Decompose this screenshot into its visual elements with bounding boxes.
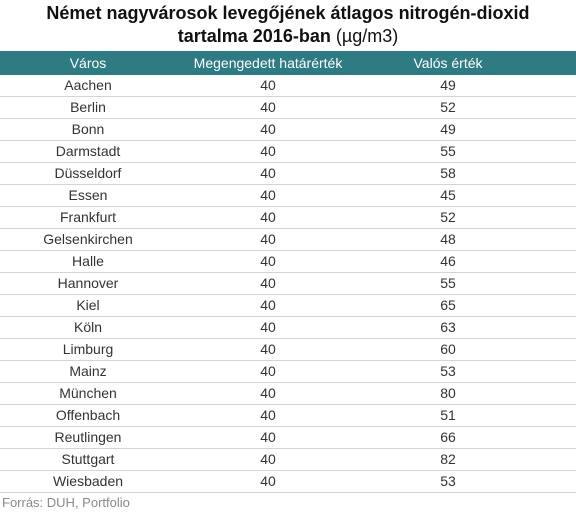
cell-actual: 51 bbox=[440, 407, 456, 423]
cell-limit: 40 bbox=[260, 121, 276, 137]
cell-city: Frankfurt bbox=[59, 209, 116, 225]
table-row: Berlin 40 52 bbox=[0, 97, 576, 119]
header-city: Város bbox=[69, 55, 107, 71]
title-unit: (µg/m3) bbox=[335, 26, 399, 46]
cell-city: Hannover bbox=[57, 275, 119, 291]
table-row: Kiel 40 65 bbox=[0, 295, 576, 317]
cell-actual: 52 bbox=[440, 209, 456, 225]
cell-actual: 53 bbox=[440, 363, 456, 379]
chart-title: Német nagyvárosok levegőjének átlagos ni… bbox=[0, 2, 576, 48]
cell-actual: 49 bbox=[440, 121, 456, 137]
cell-actual: 53 bbox=[440, 473, 456, 489]
cell-limit: 40 bbox=[260, 77, 276, 93]
table-row: Darmstadt 40 55 bbox=[0, 141, 576, 163]
cell-city: Stuttgart bbox=[61, 451, 115, 467]
table-row: Offenbach 40 51 bbox=[0, 405, 576, 427]
table-row: Gelsenkirchen 40 48 bbox=[0, 229, 576, 251]
cell-city: Reutlingen bbox=[54, 429, 122, 445]
cell-city: Kiel bbox=[76, 297, 100, 313]
title-line-1: Német nagyvárosok levegőjének átlagos ni… bbox=[46, 3, 530, 23]
table-row: München 40 80 bbox=[0, 383, 576, 405]
cell-limit: 40 bbox=[260, 143, 276, 159]
cell-limit: 40 bbox=[260, 429, 276, 445]
cell-city: Düsseldorf bbox=[54, 165, 122, 181]
cell-limit: 40 bbox=[260, 253, 276, 269]
cell-city: München bbox=[59, 385, 117, 401]
cell-actual: 48 bbox=[440, 231, 456, 247]
table-row: Halle 40 46 bbox=[0, 251, 576, 273]
cell-city: Limburg bbox=[62, 341, 114, 357]
cell-limit: 40 bbox=[260, 231, 276, 247]
cell-city: Mainz bbox=[69, 363, 107, 379]
table-row: Reutlingen 40 66 bbox=[0, 427, 576, 449]
cell-city: Darmstadt bbox=[55, 143, 121, 159]
cell-actual: 80 bbox=[440, 385, 456, 401]
cell-city: Offenbach bbox=[55, 407, 121, 423]
table-row: Bonn 40 49 bbox=[0, 119, 576, 141]
cell-limit: 40 bbox=[260, 341, 276, 357]
cell-limit: 40 bbox=[260, 451, 276, 467]
cell-city: Halle bbox=[72, 253, 104, 269]
source-note: Forrás: DUH, Portfolio bbox=[2, 495, 130, 510]
data-table: Város Megengedett határérték Valós érték… bbox=[0, 51, 576, 493]
cell-actual: 52 bbox=[440, 99, 456, 115]
table-row: Düsseldorf 40 58 bbox=[0, 163, 576, 185]
cell-actual: 58 bbox=[440, 165, 456, 181]
cell-city: Gelsenkirchen bbox=[43, 231, 133, 247]
table-row: Köln 40 63 bbox=[0, 317, 576, 339]
table-row: Limburg 40 60 bbox=[0, 339, 576, 361]
cell-city: Wiesbaden bbox=[52, 473, 124, 489]
cell-limit: 40 bbox=[260, 319, 276, 335]
cell-limit: 40 bbox=[260, 187, 276, 203]
cell-limit: 40 bbox=[260, 363, 276, 379]
table-row: Stuttgart 40 82 bbox=[0, 449, 576, 471]
cell-limit: 40 bbox=[260, 385, 276, 401]
cell-actual: 63 bbox=[440, 319, 456, 335]
cell-actual: 82 bbox=[440, 451, 456, 467]
cell-actual: 55 bbox=[440, 143, 456, 159]
cell-limit: 40 bbox=[260, 99, 276, 115]
cell-city: Essen bbox=[68, 187, 108, 203]
table-row: Essen 40 45 bbox=[0, 185, 576, 207]
cell-actual: 66 bbox=[440, 429, 456, 445]
cell-limit: 40 bbox=[260, 209, 276, 225]
cell-city: Aachen bbox=[64, 77, 112, 93]
table-row: Wiesbaden 40 53 bbox=[0, 471, 576, 493]
table-row: Hannover 40 55 bbox=[0, 273, 576, 295]
cell-actual: 49 bbox=[440, 77, 456, 93]
header-actual: Valós érték bbox=[413, 55, 483, 71]
cell-limit: 40 bbox=[260, 297, 276, 313]
cell-limit: 40 bbox=[260, 473, 276, 489]
cell-city: Berlin bbox=[70, 99, 106, 115]
cell-limit: 40 bbox=[260, 407, 276, 423]
table-body: Aachen 40 49 Berlin 40 52 Bonn 40 49 Darmstadt 40 5… bbox=[0, 75, 576, 493]
cell-city: Köln bbox=[73, 319, 103, 335]
title-line-2: tartalma 2016-ban bbox=[177, 26, 331, 46]
table-row: Frankfurt 40 52 bbox=[0, 207, 576, 229]
table-row: Mainz 40 53 bbox=[0, 361, 576, 383]
cell-limit: 40 bbox=[260, 165, 276, 181]
table-row: Aachen 40 49 bbox=[0, 75, 576, 97]
table-header: Város Megengedett határérték Valós érték bbox=[0, 51, 576, 75]
cell-limit: 40 bbox=[260, 275, 276, 291]
cell-actual: 55 bbox=[440, 275, 456, 291]
cell-actual: 46 bbox=[440, 253, 456, 269]
cell-city: Bonn bbox=[71, 121, 105, 137]
cell-actual: 60 bbox=[440, 341, 456, 357]
cell-actual: 45 bbox=[440, 187, 456, 203]
header-limit: Megengedett határérték bbox=[193, 55, 343, 71]
cell-actual: 65 bbox=[440, 297, 456, 313]
